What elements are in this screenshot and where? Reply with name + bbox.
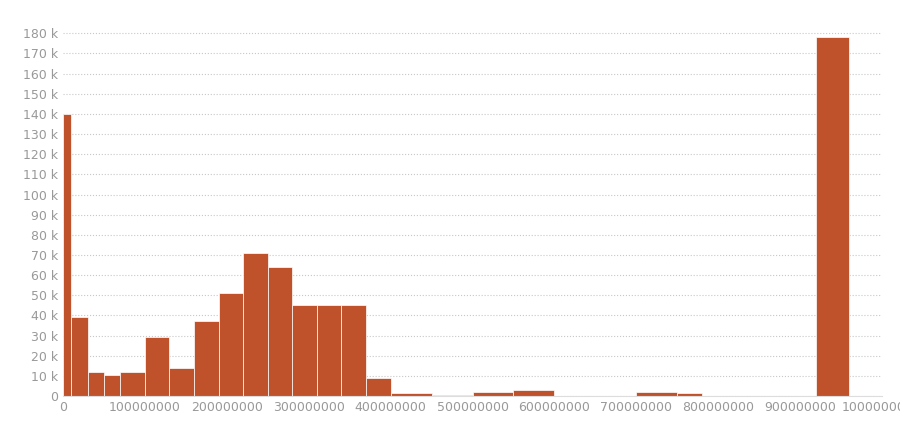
Bar (63, 114, 71, 396)
Bar (317, 305, 341, 396)
Bar (121, 372, 145, 396)
Bar (677, 393, 702, 396)
Bar (636, 392, 677, 396)
Bar (513, 390, 554, 396)
Bar (71, 317, 87, 396)
Bar (432, 395, 473, 396)
Bar (104, 375, 121, 396)
Bar (169, 368, 194, 396)
Bar (366, 378, 391, 396)
Bar (292, 305, 317, 396)
Bar (243, 253, 268, 396)
Bar (816, 37, 850, 396)
Bar (145, 337, 169, 396)
Bar (472, 392, 513, 396)
Bar (391, 393, 432, 396)
Bar (194, 322, 219, 396)
Bar (87, 372, 104, 396)
Bar (268, 267, 292, 396)
Bar (341, 305, 366, 396)
Bar (219, 293, 243, 396)
